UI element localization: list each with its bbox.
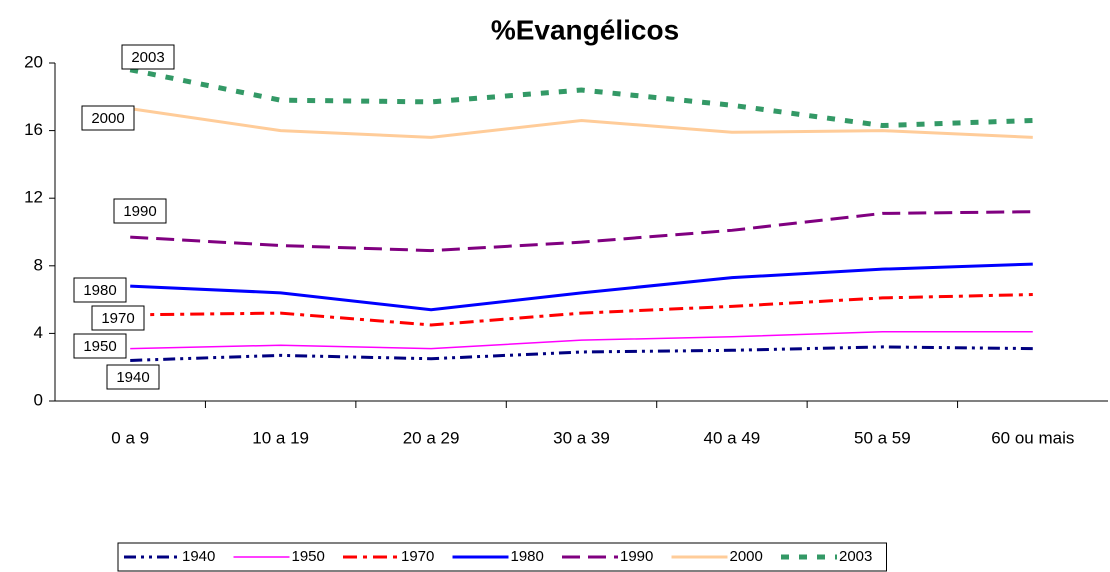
chart-title: %Evangélicos bbox=[491, 14, 679, 45]
series-tag: 2003 bbox=[121, 44, 175, 70]
series-tag-label: 1970 bbox=[101, 310, 134, 327]
series-line bbox=[130, 293, 1033, 327]
legend: 1940 1950 1970 1980 1990 2000 2003 bbox=[117, 542, 887, 572]
x-tick-label: 0 a 9 bbox=[111, 428, 149, 447]
series-tag-box bbox=[113, 198, 167, 224]
y-tick-label: 4 bbox=[34, 323, 43, 342]
series-tag-box bbox=[121, 44, 175, 70]
series-line bbox=[130, 345, 1033, 362]
x-tick-label: 50 a 59 bbox=[854, 428, 911, 447]
series-line bbox=[129, 67, 1033, 129]
series-tag-label: 2003 bbox=[131, 49, 164, 66]
series-tag-label: 1990 bbox=[123, 203, 156, 220]
legend-label: 2000 bbox=[730, 548, 763, 565]
series-tag: 2000 bbox=[81, 105, 135, 131]
legend-label: 1940 bbox=[182, 548, 215, 565]
series-tag-box bbox=[81, 105, 135, 131]
series-tag-label: 1940 bbox=[116, 369, 149, 386]
series-line bbox=[129, 107, 1033, 139]
x-tick-label: 60 ou mais bbox=[991, 428, 1074, 447]
legend-label: 2003 bbox=[839, 548, 872, 565]
legend-label: 1990 bbox=[620, 548, 653, 565]
series-tag-label: 1950 bbox=[83, 338, 116, 355]
series-tag: 1940 bbox=[106, 364, 160, 390]
y-tick-label: 12 bbox=[24, 188, 43, 207]
y-tick-label: 0 bbox=[34, 390, 43, 409]
series-tag: 1980 bbox=[73, 277, 127, 303]
series-tag-label: 1980 bbox=[83, 282, 116, 299]
legend-label: 1980 bbox=[511, 548, 544, 565]
series-tag-box bbox=[73, 333, 127, 359]
x-tick-label: 10 a 19 bbox=[252, 428, 309, 447]
series-tag: 1970 bbox=[91, 305, 145, 331]
y-tick-label: 8 bbox=[34, 255, 43, 274]
series-line bbox=[130, 262, 1033, 312]
series-line bbox=[130, 330, 1033, 350]
series-tag-box bbox=[73, 277, 127, 303]
legend-label: 1970 bbox=[401, 548, 434, 565]
series-tag-box bbox=[91, 305, 145, 331]
x-tick-label: 40 a 49 bbox=[704, 428, 761, 447]
series-tag-box bbox=[106, 364, 160, 390]
legend-label: 1950 bbox=[292, 548, 325, 565]
series-tag: 1950 bbox=[73, 333, 127, 359]
y-tick-label: 20 bbox=[24, 52, 43, 71]
x-tick-label: 20 a 29 bbox=[403, 428, 460, 447]
y-tick-label: 16 bbox=[24, 120, 43, 139]
series-tag: 1990 bbox=[113, 198, 167, 224]
series-tag-label: 2000 bbox=[91, 110, 124, 127]
series-line bbox=[130, 210, 1033, 253]
x-tick-label: 30 a 39 bbox=[553, 428, 610, 447]
